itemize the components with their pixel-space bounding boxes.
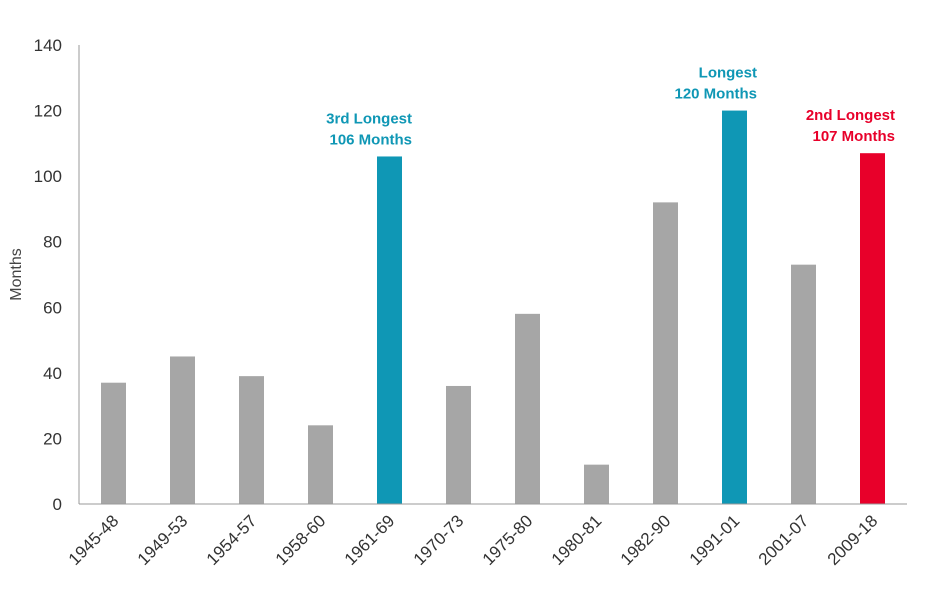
bar-2001-07: [791, 264, 816, 504]
bar-1949-53: [170, 356, 195, 504]
y-tick-label: 140: [34, 36, 62, 55]
y-tick-label: 0: [53, 495, 62, 514]
bar-1954-57: [239, 376, 264, 504]
x-tick-label: 1982-90: [617, 511, 675, 569]
bar-1982-90: [653, 202, 678, 504]
x-axis-ticks: 1945-48 1949-53 1954-57 1958-60 1961-69 1970-…: [65, 511, 882, 569]
bar-1961-69: [377, 156, 402, 504]
y-tick-label: 20: [43, 429, 62, 448]
x-tick-label: 1958-60: [272, 511, 330, 569]
annotation-label: 107 Months: [812, 128, 895, 145]
x-tick-label: 2009-18: [824, 511, 882, 569]
x-tick-label: 1945-48: [65, 511, 123, 569]
annotation-label: 106 Months: [329, 131, 412, 148]
bar-1958-60: [308, 425, 333, 504]
bar-1980-81: [584, 464, 609, 504]
y-tick-label: 120: [34, 102, 62, 121]
annotation-label: Longest: [699, 65, 757, 82]
y-tick-label: 80: [43, 233, 62, 252]
bar-1991-01: [722, 110, 747, 505]
y-tick-label: 60: [43, 298, 62, 317]
bar-2009-18: [860, 153, 885, 504]
x-tick-label: 1970-73: [410, 511, 468, 569]
annotation-label: 120 Months: [674, 86, 757, 103]
y-axis-label: Months: [8, 248, 25, 300]
y-tick-label: 40: [43, 364, 62, 383]
annotation-label: 2nd Longest: [806, 107, 895, 124]
annotations: 3rd Longest 106 Months Longest 120 Months 2n…: [326, 65, 895, 149]
x-tick-label: 1975-80: [479, 511, 537, 569]
bar-1975-80: [515, 313, 540, 504]
y-axis-ticks: 0 20 40 60 80 100 120 140: [34, 36, 62, 514]
annotation-label: 3rd Longest: [326, 110, 412, 127]
y-tick-label: 100: [34, 167, 62, 186]
x-tick-label: 2001-07: [755, 511, 813, 569]
x-tick-label: 1980-81: [548, 511, 606, 569]
bar-1970-73: [446, 385, 471, 504]
x-tick-label: 1949-53: [134, 511, 192, 569]
x-tick-label: 1954-57: [203, 511, 261, 569]
bar-1945-48: [101, 382, 126, 504]
x-tick-label: 1991-01: [686, 511, 744, 569]
bars: [101, 110, 885, 505]
x-tick-label: 1961-69: [341, 511, 399, 569]
